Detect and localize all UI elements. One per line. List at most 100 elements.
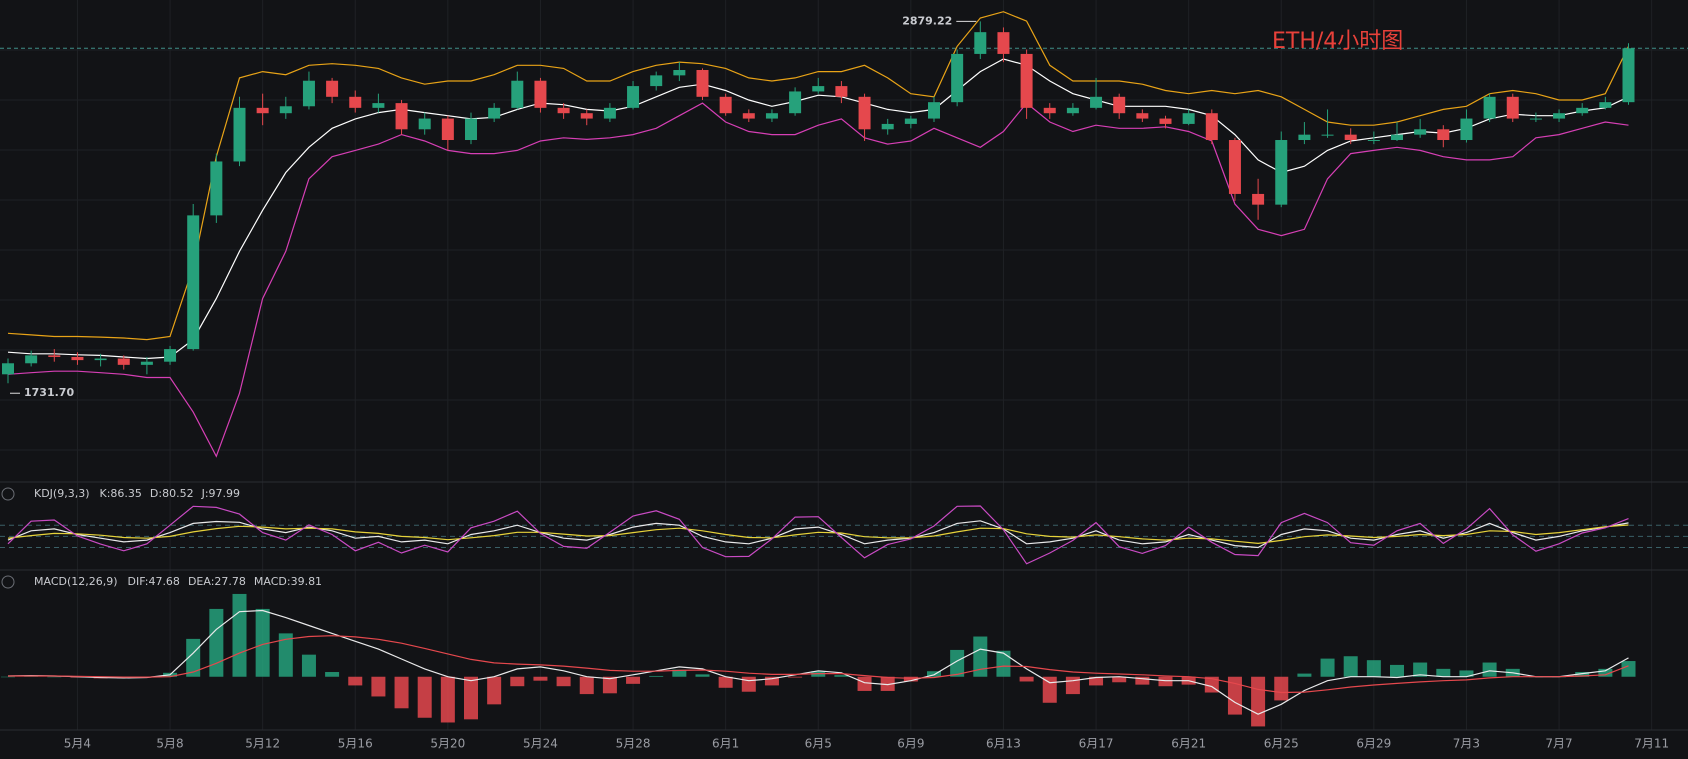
candle-body: [951, 53, 964, 103]
indicator-line: [7, 609, 1629, 715]
candle-body: [580, 113, 593, 119]
x-tick-label: 7月3: [1453, 737, 1480, 751]
indicator-line: [7, 505, 1629, 565]
histogram-bar: [695, 674, 710, 677]
histogram-bar: [672, 669, 687, 677]
x-tick-label: 5月8: [156, 737, 183, 751]
legend-entry: J:97.99: [201, 487, 240, 500]
candle-body: [1182, 113, 1195, 124]
histogram-bar: [1227, 676, 1242, 715]
chart-title: ETH/4小时图: [1272, 29, 1403, 54]
histogram-bar: [1320, 658, 1335, 677]
histogram-bar: [533, 676, 548, 681]
annotation: 2879.22: [902, 14, 952, 27]
candle-body: [1275, 140, 1288, 205]
candle-body: [1159, 118, 1172, 124]
histogram-bar: [464, 676, 478, 720]
histogram-bar: [1089, 676, 1104, 686]
histogram-bar: [741, 676, 756, 692]
histogram-bar: [348, 676, 363, 686]
histogram-bar: [1, 676, 15, 678]
candle-body: [1228, 140, 1241, 194]
candle-body: [1460, 118, 1473, 141]
x-tick-label: 6月29: [1356, 737, 1391, 751]
x-tick-label: 7月11: [1634, 737, 1669, 751]
candle-body: [256, 107, 269, 114]
candle-body: [835, 86, 848, 97]
collapse-icon[interactable]: [1, 575, 15, 589]
histogram-bar: [880, 676, 895, 691]
candle-body: [1066, 107, 1079, 114]
x-tick-label: 6月13: [986, 737, 1021, 751]
candle-body: [1529, 118, 1542, 120]
histogram-bar: [996, 650, 1011, 677]
histogram-bar: [1575, 672, 1590, 677]
candle-body: [1553, 113, 1566, 119]
histogram-bar: [950, 649, 965, 677]
histogram-bar: [1112, 676, 1127, 683]
histogram-bar: [718, 676, 733, 688]
candle-body: [812, 86, 825, 92]
histogram-bar: [255, 608, 270, 677]
histogram-bar: [232, 593, 247, 677]
legend-entry: D:80.52: [150, 487, 194, 500]
histogram-bar: [1251, 676, 1266, 727]
histogram-bar: [417, 676, 432, 718]
candle-body: [25, 355, 38, 364]
histogram-bar: [857, 676, 872, 691]
indicator-line: [7, 520, 1629, 549]
x-tick-label: 6月17: [1079, 737, 1114, 751]
candle-body: [1252, 193, 1265, 205]
candle-body: [1437, 129, 1450, 141]
x-tick-label: 6月25: [1264, 737, 1299, 751]
histogram-bar: [487, 676, 502, 705]
candle-body: [557, 107, 570, 114]
histogram-bar: [556, 676, 571, 687]
x-tick-label: 5月12: [245, 737, 280, 751]
indicator-title: KDJ(9,3,3): [34, 487, 90, 500]
x-tick-label: 6月9: [897, 737, 924, 751]
candle-body: [372, 103, 385, 108]
candle-body: [488, 107, 501, 119]
candle-body: [71, 356, 84, 361]
x-tick-label: 6月1: [712, 737, 739, 751]
histogram-bar: [1366, 660, 1381, 677]
candle-body: [187, 215, 200, 350]
x-tick-label: 6月5: [805, 737, 832, 751]
x-tick-label: 6月21: [1171, 737, 1206, 751]
candle-body: [765, 113, 778, 119]
legend-entry: DIF:47.68: [128, 575, 180, 588]
x-tick-label: 5月16: [338, 737, 373, 751]
candle-body: [210, 161, 223, 216]
histogram-bar: [764, 676, 779, 686]
candle-body: [1483, 96, 1496, 119]
histogram-bar: [788, 676, 803, 678]
candle-body: [1414, 129, 1427, 135]
candle-body: [418, 118, 431, 130]
collapse-icon[interactable]: [1, 487, 15, 501]
candle-body: [441, 118, 454, 141]
candle-body: [534, 80, 547, 108]
candle-body: [1090, 96, 1103, 108]
histogram-bar: [1482, 662, 1497, 677]
candle-body: [164, 349, 177, 362]
histogram-bar: [649, 675, 664, 677]
histogram-bar: [301, 654, 316, 677]
x-tick-label: 5月20: [430, 737, 465, 751]
candle-body: [48, 355, 61, 357]
candle-body: [233, 107, 246, 162]
legend-entry: MACD:39.81: [254, 575, 322, 588]
candle-body: [1506, 96, 1519, 119]
candle-body: [1298, 134, 1311, 141]
indicator-line: [7, 58, 1629, 360]
candle-body: [511, 80, 524, 108]
candle-body: [1136, 113, 1149, 119]
histogram-bar: [394, 676, 409, 709]
annotation: 1731.70: [24, 386, 74, 399]
histogram-bar: [1621, 661, 1636, 677]
histogram-bar: [1598, 668, 1613, 677]
candle-body: [279, 106, 292, 114]
candle-body: [1113, 96, 1126, 114]
candle-body: [302, 80, 315, 107]
